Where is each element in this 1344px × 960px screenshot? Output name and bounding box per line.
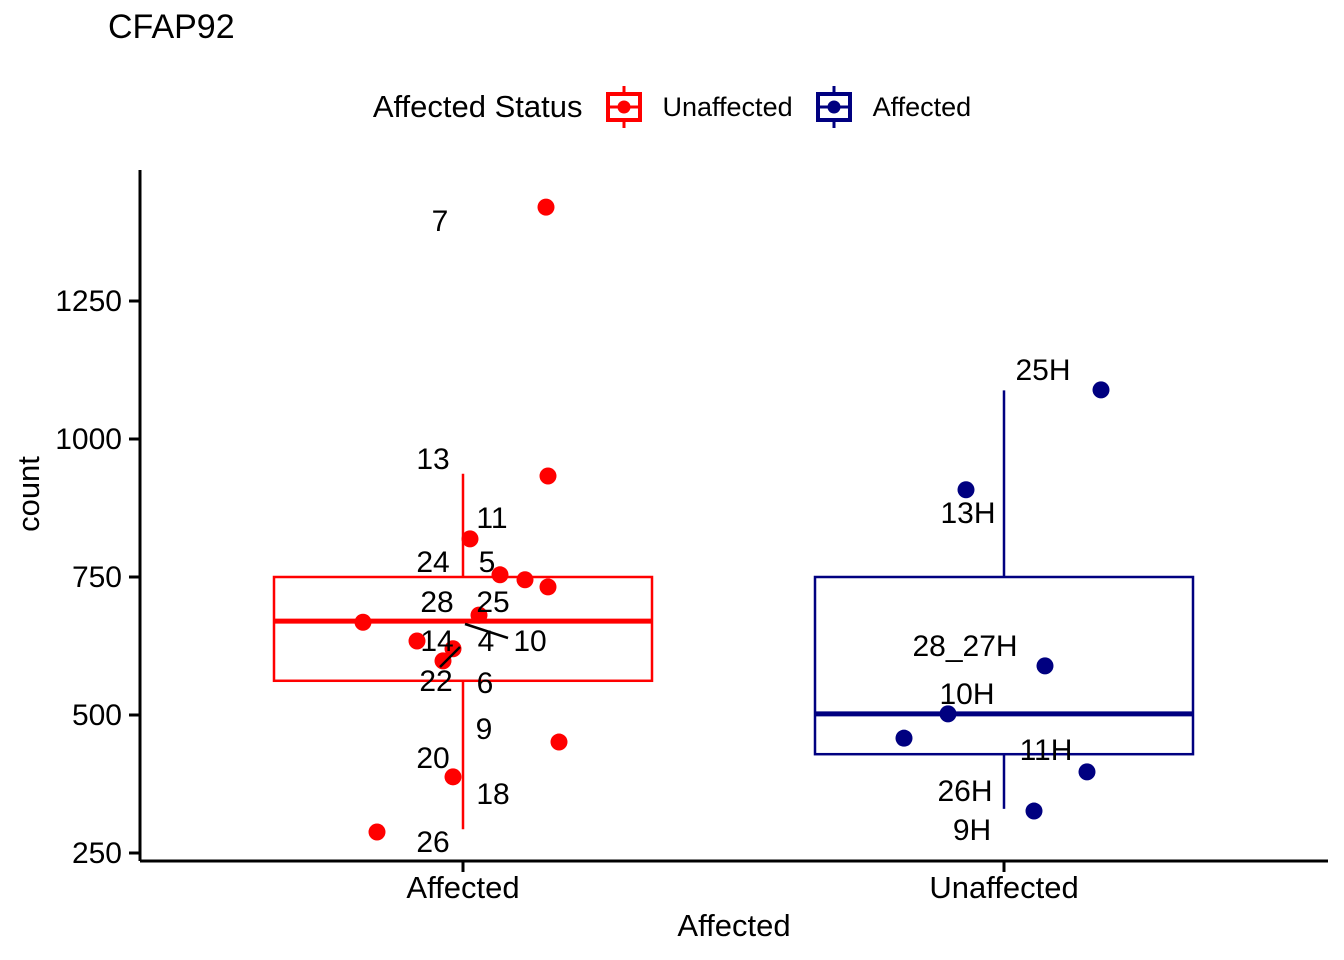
legend-entry-unaffected: Unaffected — [605, 84, 793, 130]
point-label: 20 — [416, 742, 449, 775]
x-category-label: Unaffected — [929, 870, 1078, 905]
data-point — [539, 578, 557, 596]
legend-label: Affected — [872, 91, 972, 122]
point-label: 9H — [953, 814, 991, 847]
point-label: 5 — [479, 546, 496, 579]
data-point — [957, 481, 975, 499]
point-label: 24 — [416, 546, 449, 579]
point-label: 26 — [416, 826, 449, 859]
boxplot-glyph — [815, 86, 852, 128]
data-point — [1092, 381, 1110, 399]
data-point — [461, 530, 479, 548]
point-label: 18 — [476, 778, 509, 811]
data-point — [895, 729, 913, 747]
point-label: 22 — [419, 665, 452, 698]
legend-title: Affected Status — [372, 89, 583, 124]
boxplot-glyph — [605, 86, 642, 128]
point-label: 25 — [476, 586, 509, 619]
point-label: 10H — [939, 678, 994, 711]
point-label: 9 — [476, 713, 493, 746]
data-point — [354, 613, 372, 631]
y-tick-label: 750 — [72, 561, 122, 594]
point-label: 26H — [937, 775, 992, 808]
data-point — [550, 733, 568, 751]
label-leader-line — [464, 622, 509, 640]
y-tick-label: 500 — [72, 699, 122, 732]
y-axis-title: count — [11, 456, 46, 532]
point-label: 7 — [432, 205, 449, 238]
point-label: 6 — [477, 667, 494, 700]
point-label: 11H — [1020, 734, 1073, 767]
data-point — [539, 467, 557, 485]
boxplot-key-icon — [815, 84, 853, 130]
x-category-label: Affected — [406, 870, 519, 905]
label-leader-line — [439, 646, 461, 668]
x-axis-title: Affected — [677, 908, 791, 943]
legend-label: Unaffected — [662, 91, 793, 122]
point-label: 28 — [420, 586, 453, 619]
data-point — [491, 566, 509, 584]
data-point — [444, 640, 462, 658]
data-point — [368, 823, 386, 841]
box — [813, 575, 1195, 756]
data-point — [1036, 657, 1054, 675]
legend: Affected Status Unaffected Affected — [0, 84, 1344, 130]
plot-title: CFAP92 — [108, 8, 235, 46]
data-point — [470, 606, 488, 624]
data-point — [408, 632, 426, 650]
data-point — [516, 571, 534, 589]
data-point — [434, 652, 452, 670]
boxplot-key-icon — [605, 84, 643, 130]
point-label: 13 — [416, 443, 449, 476]
legend-entry-affected: Affected — [815, 84, 972, 130]
point-label: 14 — [420, 625, 453, 658]
data-point — [1025, 802, 1043, 820]
point-label: 13H — [940, 497, 995, 530]
box — [272, 575, 654, 683]
y-tick-label: 1000 — [55, 423, 122, 456]
data-point — [1078, 763, 1096, 781]
data-point — [537, 198, 555, 216]
point-label: 25H — [1015, 354, 1070, 387]
data-point — [939, 705, 957, 723]
point-label: 10 — [513, 625, 546, 658]
point-label: 28_27H — [912, 630, 1017, 663]
point-label: 4 — [478, 625, 495, 658]
point-label: 11 — [476, 502, 507, 535]
y-tick-label: 250 — [72, 837, 122, 870]
y-tick-label: 1250 — [55, 285, 122, 318]
data-point — [444, 768, 462, 786]
